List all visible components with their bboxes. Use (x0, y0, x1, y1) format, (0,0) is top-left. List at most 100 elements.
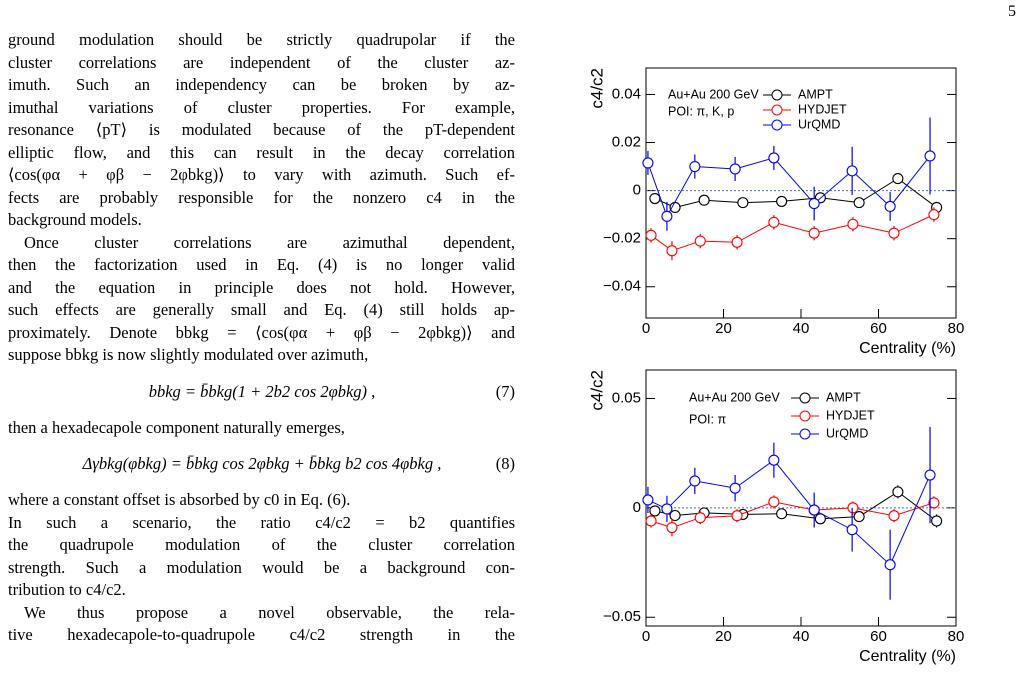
legend-marker (771, 104, 783, 116)
data-point (645, 229, 657, 241)
legend-label: UrQMD (798, 117, 840, 131)
data-point (847, 502, 859, 514)
data-point (808, 227, 820, 239)
legend-marker (771, 89, 783, 101)
data-point (846, 165, 858, 177)
text-line: resonance ⟨pT⟩ is modulated because of t… (8, 120, 515, 139)
series-line (647, 459, 931, 566)
x-tick-label: 0 (642, 628, 650, 645)
data-point (698, 194, 710, 206)
data-point (768, 152, 780, 164)
y-tick-label: 0.05 (612, 389, 641, 406)
text-line: cluster correlations are independent of … (8, 52, 515, 72)
data-point (853, 197, 865, 209)
data-point (776, 508, 788, 520)
text-line: proximately. Denote bbkg = ⟨cos(φα + φβ … (8, 322, 515, 342)
legend-label: AMPT (798, 87, 833, 101)
data-point (924, 469, 936, 481)
x-axis-title: Centrality (%) (859, 648, 956, 665)
data-point (694, 235, 706, 247)
data-point (729, 482, 741, 494)
data-point (846, 524, 858, 536)
x-tick-label: 20 (715, 320, 732, 337)
plot-frame (645, 369, 957, 627)
text-line: imuthal variations of cluster properties… (8, 97, 515, 117)
data-point (649, 192, 661, 205)
y-tick-label: 0.02 (612, 133, 641, 150)
text-line: We thus propose a novel observable, the … (24, 602, 515, 622)
x-tick-label: 40 (793, 628, 810, 645)
y-tick-label: 0 (633, 182, 641, 199)
y-tick-label: −0.02 (603, 230, 641, 247)
data-point (669, 509, 681, 522)
annotation: POI: π (689, 412, 726, 426)
data-point (666, 521, 678, 534)
equation: bbkg = b̄bkg(1 + 2b2 cos 2φbkg) , (148, 381, 376, 401)
equation-number: (8) (495, 454, 515, 473)
legend-marker (799, 410, 811, 422)
data-point (689, 475, 701, 487)
data-point (892, 173, 904, 185)
y-tick-label: 0 (633, 499, 641, 516)
annotation: Au+Au 200 GeV (689, 390, 780, 404)
data-point (853, 511, 865, 523)
data-point (689, 161, 701, 173)
data-point (768, 454, 780, 466)
y-tick-label: 0.04 (612, 85, 641, 102)
text-line: the quadrupole modulation of the cluster… (8, 535, 515, 554)
data-point (649, 505, 661, 517)
x-tick-label: 60 (870, 320, 887, 337)
text-line: Once cluster correlations are azimuthal … (24, 232, 515, 252)
y-axis-title: c4/c2 (587, 68, 606, 109)
data-point (884, 559, 896, 571)
text-line: and the equation in principle does not h… (8, 277, 515, 297)
legend-marker (799, 428, 811, 440)
x-tick-label: 20 (715, 628, 732, 645)
data-point (731, 510, 743, 522)
data-point (847, 218, 859, 230)
x-tick-label: 80 (948, 628, 965, 645)
legend-label: HYDJET (826, 408, 875, 422)
text-line: background models. (8, 210, 142, 229)
data-point (661, 503, 673, 515)
equation-number: (7) (495, 381, 515, 401)
data-point (729, 163, 741, 175)
data-point (888, 510, 900, 522)
text-line: ground modulation should be strictly qua… (8, 30, 515, 49)
data-point (924, 150, 936, 162)
text-line: then the factorization used in Eq. (4) i… (8, 255, 515, 274)
page-number: 5 (1008, 3, 1016, 20)
text-line: where a constant offset is absorbed by c… (8, 490, 351, 509)
data-point (776, 195, 788, 207)
data-point (931, 515, 943, 527)
text-line: elliptic flow, and this can result in th… (8, 142, 515, 162)
text-line: imuth. Such an independency can be broke… (8, 75, 515, 94)
data-point (928, 497, 940, 509)
legend-label: HYDJET (798, 102, 847, 116)
data-point (892, 486, 904, 498)
data-point (661, 210, 673, 222)
legend-marker (771, 119, 783, 131)
data-point (928, 209, 940, 221)
data-point (694, 512, 706, 524)
y-axis-title: c4/c2 (587, 370, 606, 411)
x-tick-label: 80 (948, 320, 965, 337)
x-axis-title: Centrality (%) (859, 340, 956, 357)
text-line: tive hexadecapole-to-quadrupole c4/c2 st… (8, 625, 515, 644)
annotation: Au+Au 200 GeV (668, 87, 759, 101)
x-tick-label: 60 (870, 628, 887, 645)
text-line: then a hexadecapole component naturally … (8, 417, 345, 437)
text-line: ⟨cos(φα + φβ − 2φbkg)⟩ to vary with azim… (8, 165, 515, 184)
data-point (768, 216, 780, 228)
y-tick-label: −0.04 (603, 278, 641, 295)
data-point (808, 198, 820, 210)
data-point (645, 515, 657, 527)
data-point (731, 236, 743, 248)
legend-label: AMPT (826, 390, 861, 404)
data-point (642, 494, 654, 506)
data-point (737, 197, 749, 209)
x-tick-label: 0 (642, 320, 650, 337)
legend-label: UrQMD (826, 426, 868, 440)
